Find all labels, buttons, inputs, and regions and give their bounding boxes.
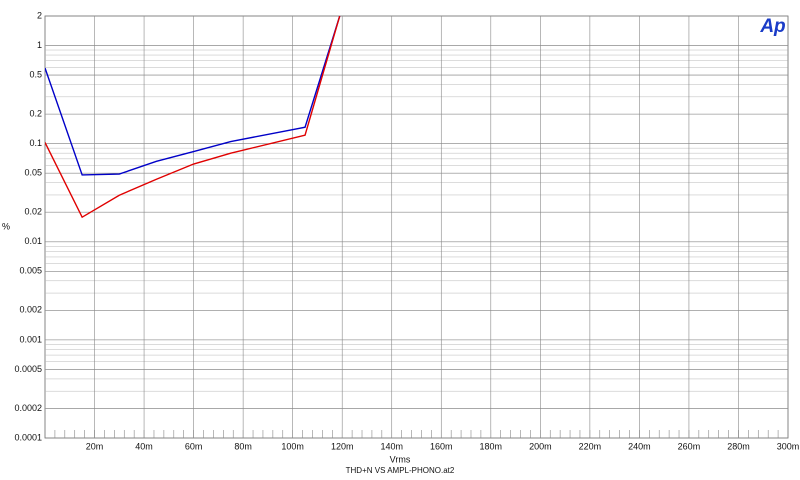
x-tick-label: 180m [480, 441, 503, 451]
plot-area [44, 15, 789, 439]
x-axis-label: Vrms [390, 454, 411, 464]
y-tick-label: 0.02 [24, 207, 42, 217]
y-tick-label: 0.001 [19, 334, 42, 344]
y-tick-label: 0.0001 [14, 432, 42, 442]
x-tick-label: 300m [777, 441, 800, 451]
x-tick-label: 20m [86, 441, 104, 451]
x-tick-label: 60m [185, 441, 203, 451]
series-line [45, 16, 341, 176]
chart-title: THD+N VS AMPL-PHONO.at2 [346, 466, 455, 475]
y-tick-label: 0.2 [29, 108, 42, 118]
x-tick-label: 200m [529, 441, 552, 451]
x-tick-label: 140m [380, 441, 403, 451]
y-tick-label: 0.0002 [14, 403, 42, 413]
y-tick-label: 0.005 [19, 266, 42, 276]
logo: Ap [759, 16, 785, 37]
y-axis-label: % [2, 221, 10, 231]
series-group [45, 16, 341, 219]
y-tick-label: 0.002 [19, 305, 42, 315]
x-tick-label: 80m [234, 441, 252, 451]
series-line [45, 16, 341, 219]
y-tick-label: 0.5 [29, 69, 42, 79]
x-tick-label: 220m [579, 441, 602, 451]
x-tick-label: 240m [628, 441, 651, 451]
y-tick-label: 0.1 [29, 138, 42, 148]
x-tick-label: 100m [281, 441, 304, 451]
y-tick-label: 1 [37, 40, 42, 50]
x-tick-label: 260m [678, 441, 701, 451]
y-tick-label: 0.05 [24, 168, 42, 178]
x-tick-label: 120m [331, 441, 354, 451]
y-tick-label: 2 [37, 10, 42, 20]
x-tick-label: 160m [430, 441, 453, 451]
x-tick-label: 280m [727, 441, 750, 451]
y-tick-label: 0.0005 [14, 364, 42, 374]
y-tick-label: 0.01 [24, 236, 42, 246]
x-tick-label: 40m [135, 441, 153, 451]
